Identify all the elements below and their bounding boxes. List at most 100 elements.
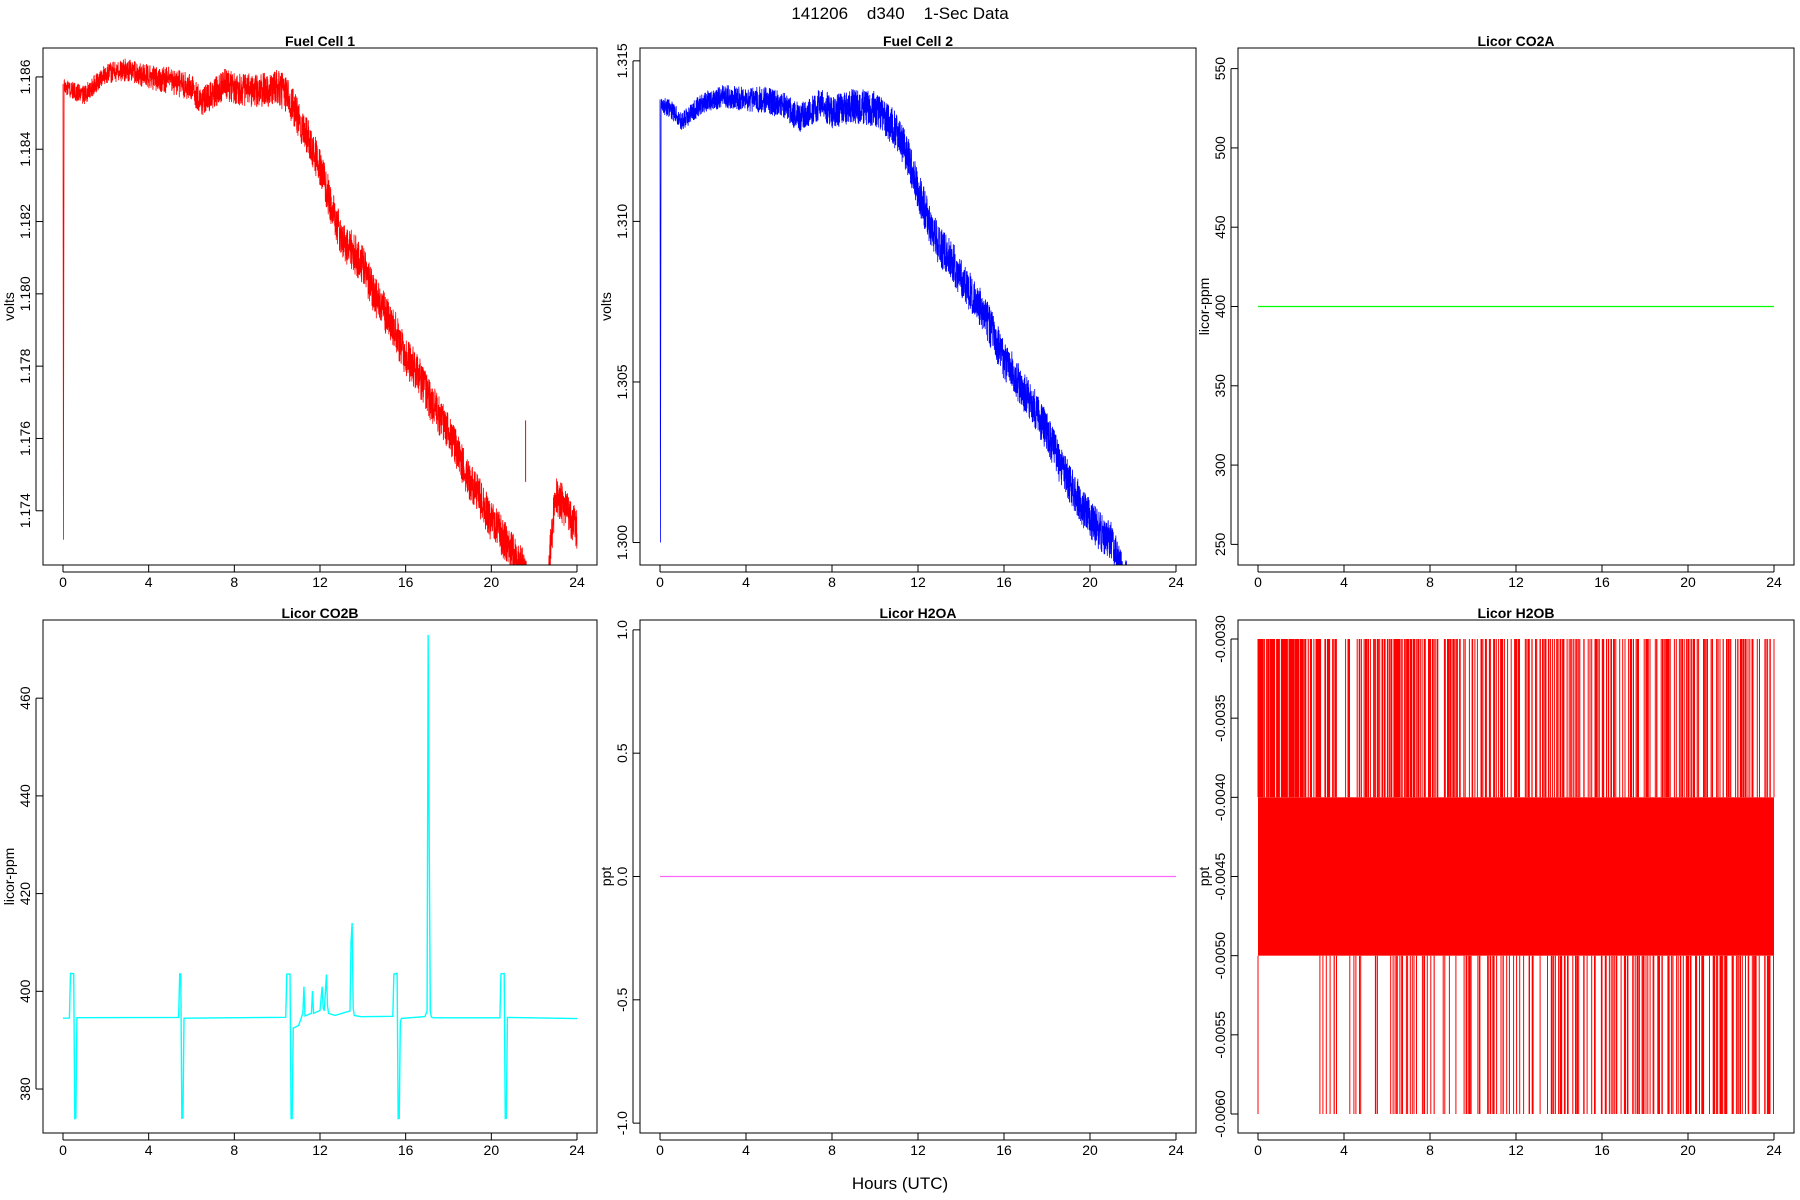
fuel-cell-2-x-tick-label: 12 (910, 574, 926, 590)
licor-h2oa-y-tick-label: 1.0 (614, 620, 630, 640)
licor-h2oa-y-tick-label: -0.5 (614, 988, 630, 1012)
licor-co2b-y-tick-label: 440 (17, 784, 33, 808)
licor-h2oa-x-tick-label: 8 (828, 1142, 836, 1158)
licor-h2oa-y-tick-label: -1.0 (614, 1111, 630, 1135)
licor-co2b-y-tick-label: 460 (17, 686, 33, 710)
fuel-cell-1-x-tick-label: 4 (145, 574, 153, 590)
licor-co2a-title: Licor CO2A (1477, 33, 1554, 49)
licor-co2b-x-tick-label: 8 (230, 1142, 238, 1158)
fuel-cell-2-x-tick-label: 20 (1082, 574, 1098, 590)
panel-fuel-cell-1: Fuel Cell 1 volts 0 4 8 12 16 20 24 1.174 1.176 1.1… (1, 33, 598, 590)
licor-co2a-y-tick-label: 500 (1212, 136, 1228, 160)
licor-h2oa-y-tick-label: 0.0 (614, 867, 630, 887)
licor-h2ob-x-tick-label: 8 (1426, 1142, 1434, 1158)
licor-h2ob-x-tick-label: 4 (1340, 1142, 1348, 1158)
fuel-cell-1-y-tick-label: 1.184 (17, 132, 33, 167)
licor-co2a-x-tick-label: 16 (1594, 574, 1610, 590)
figure-title: 141206 d340 1-Sec Data (791, 4, 1009, 23)
fuel-cell-2-data (659, 85, 1127, 565)
licor-h2ob-data (1257, 639, 1775, 1114)
fuel-cell-2-x-tick-label: 0 (656, 574, 664, 590)
panel-licor-co2b: Licor CO2B licor-ppm 0 4 8 12 16 20 24 380 400 420 4… (1, 605, 598, 1158)
licor-co2b-frame (42, 619, 598, 1134)
fuel-cell-2-y-tick-label: 1.300 (614, 525, 630, 560)
fuel-cell-1-y-tick-label: 1.182 (17, 204, 33, 239)
licor-h2ob-x-tick-label: 16 (1594, 1142, 1610, 1158)
fuel-cell-2-frame (639, 47, 1197, 566)
licor-h2oa-y-tick-label: 0.5 (614, 743, 630, 763)
licor-co2b-y-tick-label: 380 (17, 1077, 33, 1101)
licor-co2a-x-tick-label: 20 (1680, 574, 1696, 590)
licor-h2ob-y-tick-label: -0.0050 (1212, 932, 1228, 980)
licor-co2b-y-tick-label: 420 (17, 882, 33, 906)
licor-co2a-x-tick-label: 4 (1340, 574, 1348, 590)
licor-co2a-y-tick-label: 250 (1212, 532, 1228, 556)
licor-co2a-x-tick-label: 24 (1766, 574, 1782, 590)
licor-co2a-y-tick-label: 450 (1212, 215, 1228, 239)
fuel-cell-1-y-tick-label: 1.186 (17, 59, 33, 94)
fuel-cell-2-x-tick-label: 4 (742, 574, 750, 590)
fuel-cell-2-series (659, 85, 1127, 565)
fuel-cell-1-y-tick-label: 1.174 (17, 493, 33, 528)
licor-co2a-x-tick-label: 0 (1254, 574, 1262, 590)
licor-h2ob-y-tick-label: -0.0055 (1212, 1011, 1228, 1059)
licor-co2a-x-tick-label: 8 (1426, 574, 1434, 590)
fuel-cell-1-x-tick-label: 12 (312, 574, 328, 590)
fuel-cell-1-y-label: volts (1, 292, 17, 321)
fuel-cell-2-title: Fuel Cell 2 (883, 33, 953, 49)
licor-co2b-y-tick-label: 400 (17, 979, 33, 1003)
fuel-cell-2-y-tick-label: 1.315 (614, 43, 630, 78)
licor-h2oa-title: Licor H2OA (879, 605, 956, 621)
licor-h2ob-spikes (1257, 639, 1775, 1114)
licor-co2b-x-tick-label: 12 (312, 1142, 328, 1158)
licor-h2oa-x-tick-label: 20 (1082, 1142, 1098, 1158)
licor-co2b-series (62, 634, 578, 1120)
panel-licor-h2oa: Licor H2OA ppt 0 4 8 12 16 20 24 -1.0 -0.5 0.0 0.5 1.… (598, 605, 1197, 1158)
panel-licor-h2ob: Licor H2OB ppt 0 4 8 12 16 20 24 -0.0060 -0.0055 -0… (1196, 605, 1795, 1158)
licor-h2oa-x-tick-label: 0 (656, 1142, 664, 1158)
fuel-cell-2-x-tick-label: 24 (1168, 574, 1184, 590)
licor-h2ob-y-tick-label: -0.0040 (1212, 773, 1228, 821)
licor-h2ob-band (1258, 797, 1774, 956)
fuel-cell-2-y-tick-label: 1.310 (614, 204, 630, 239)
licor-co2b-y-label: licor-ppm (1, 848, 17, 906)
licor-co2b-data (62, 634, 578, 1120)
licor-h2oa-y-label: ppt (598, 867, 614, 887)
panel-fuel-cell-2: Fuel Cell 2 volts 0 4 8 12 16 20 24 1.300 1.305 1.3… (598, 33, 1197, 590)
licor-h2oa-x-tick-label: 16 (996, 1142, 1012, 1158)
fuel-cell-1-y-tick-label: 1.176 (17, 421, 33, 456)
licor-h2oa-x-tick-label: 24 (1168, 1142, 1184, 1158)
licor-co2b-title: Licor CO2B (281, 605, 358, 621)
licor-h2ob-y-label: ppt (1196, 867, 1212, 887)
fuel-cell-2-y-label: volts (598, 292, 614, 321)
fuel-cell-1-x-tick-label: 24 (569, 574, 585, 590)
fuel-cell-2-x-tick-label: 16 (996, 574, 1012, 590)
fuel-cell-1-x-tick-label: 16 (398, 574, 414, 590)
licor-h2ob-title: Licor H2OB (1477, 605, 1554, 621)
fuel-cell-1-series (62, 58, 578, 565)
fuel-cell-1-x-tick-label: 0 (59, 574, 67, 590)
licor-h2ob-x-tick-label: 12 (1508, 1142, 1524, 1158)
fuel-cell-1-x-tick-label: 8 (230, 574, 238, 590)
licor-co2b-x-tick-label: 4 (145, 1142, 153, 1158)
licor-h2ob-x-tick-label: 0 (1254, 1142, 1262, 1158)
licor-h2ob-y-tick-label: -0.0060 (1212, 1090, 1228, 1138)
fuel-cell-1-title: Fuel Cell 1 (285, 33, 355, 49)
fuel-cell-2-x-tick-label: 8 (828, 574, 836, 590)
licor-co2b-x-tick-label: 0 (59, 1142, 67, 1158)
licor-co2a-x-tick-label: 12 (1508, 574, 1524, 590)
licor-co2a-y-tick-label: 550 (1212, 57, 1228, 81)
licor-co2a-y-label: licor-ppm (1196, 278, 1212, 336)
fuel-cell-1-data (62, 58, 578, 565)
fuel-cell-1-y-tick-label: 1.178 (17, 348, 33, 383)
licor-h2ob-y-tick-label: -0.0045 (1212, 853, 1228, 901)
fuel-cell-2-y-tick-label: 1.305 (614, 364, 630, 399)
licor-h2ob-y-tick-label: -0.0035 (1212, 694, 1228, 742)
licor-co2a-y-tick-label: 300 (1212, 453, 1228, 477)
x-axis-label: Hours (UTC) (852, 1174, 948, 1193)
licor-h2oa-x-tick-label: 4 (742, 1142, 750, 1158)
licor-h2ob-y-tick-label: -0.0030 (1212, 615, 1228, 663)
fuel-cell-1-frame (42, 47, 598, 566)
fuel-cell-1-y-tick-label: 1.180 (17, 276, 33, 311)
